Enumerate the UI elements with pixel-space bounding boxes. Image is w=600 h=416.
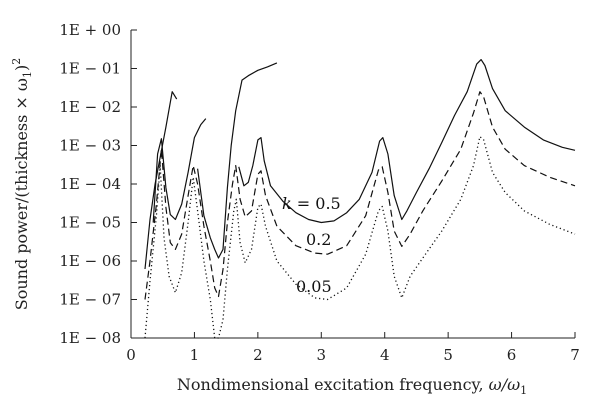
series-1-segment-0 bbox=[144, 91, 576, 300]
x-tick-label-4: 4 bbox=[380, 346, 390, 364]
annotation-0.2: 0.2 bbox=[306, 230, 331, 249]
series-0-segment-2 bbox=[197, 62, 278, 259]
y-tick-label-2: 1E − 02 bbox=[59, 98, 121, 116]
x-tick-label-6: 6 bbox=[507, 346, 517, 364]
y-tick-label-3: 1E − 03 bbox=[59, 137, 121, 155]
annotation-0.05: 0.05 bbox=[296, 277, 332, 296]
series-0-segment-3 bbox=[238, 59, 576, 224]
x-tick-label-7: 7 bbox=[570, 346, 580, 364]
annotation-k-0.5: k = 0.5 bbox=[282, 194, 341, 213]
x-tick-label-5: 5 bbox=[443, 346, 453, 364]
series-group bbox=[144, 59, 576, 339]
y-tick-label-8: 1E − 08 bbox=[59, 329, 121, 347]
y-ticks: 1E + 00 1E − 01 1E − 02 1E − 03 1E − 04 1E − … bbox=[59, 21, 137, 347]
x-tick-label-2: 2 bbox=[253, 346, 263, 364]
y-tick-label-6: 1E − 06 bbox=[59, 252, 121, 270]
x-ticks: 0 1 2 3 4 5 6 7 bbox=[126, 332, 580, 364]
y-tick-label-5: 1E − 05 bbox=[59, 214, 121, 232]
x-tick-label-0: 0 bbox=[126, 346, 136, 364]
series-0-segment-1 bbox=[152, 118, 207, 223]
x-tick-label-1: 1 bbox=[190, 346, 200, 364]
y-tick-label-1: 1E − 01 bbox=[59, 60, 121, 78]
y-tick-label-0: 1E + 00 bbox=[59, 21, 121, 39]
y-tick-label-7: 1E − 07 bbox=[59, 291, 121, 309]
x-axis-title: Nondimensional excitation frequency, ω/ω… bbox=[177, 375, 527, 397]
y-tick-label-4: 1E − 04 bbox=[59, 175, 121, 193]
y-axis-title: Sound power/(thickness × ω1)2 bbox=[10, 58, 34, 310]
series-2-segment-0 bbox=[144, 135, 576, 339]
x-tick-label-3: 3 bbox=[317, 346, 327, 364]
series-0-segment-0 bbox=[144, 91, 178, 270]
